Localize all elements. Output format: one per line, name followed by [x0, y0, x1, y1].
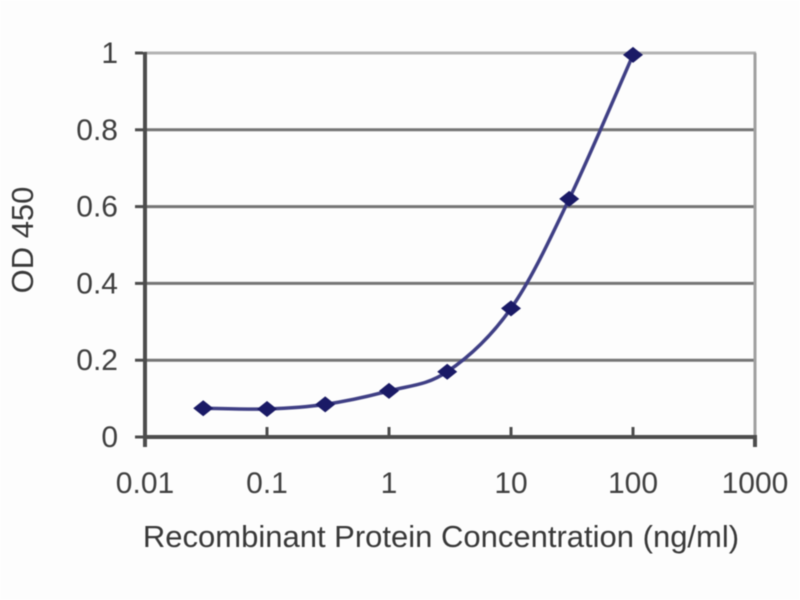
data-point-marker [623, 46, 643, 63]
x-tick-label: 0.1 [246, 467, 288, 500]
x-tick-label: 10 [494, 467, 527, 500]
data-point-marker [437, 363, 458, 380]
y-tick-label: 0.6 [76, 191, 118, 224]
x-tick-label: 100 [608, 467, 658, 500]
data-point-marker [559, 190, 580, 207]
x-tick-label: 1000 [722, 467, 789, 500]
data-point-marker [501, 300, 521, 317]
y-tick-label: 0 [101, 421, 118, 454]
data-point-marker [379, 382, 399, 399]
y-axis-title: OD 450 [5, 186, 40, 294]
data-point-marker [315, 396, 336, 413]
x-tick-label: 1 [381, 467, 398, 500]
data-curve [203, 54, 635, 411]
x-axis-title: Recombinant Protein Concentration (ng/ml… [142, 519, 740, 554]
data-point-marker [257, 400, 277, 417]
y-tick-label: 0.2 [76, 344, 118, 377]
y-tick-label: 1 [101, 37, 118, 70]
data-point-marker [193, 400, 214, 417]
x-tick-label: 0.01 [116, 467, 174, 500]
y-tick-label: 0.8 [76, 114, 118, 147]
y-tick-label: 0.4 [76, 267, 118, 300]
